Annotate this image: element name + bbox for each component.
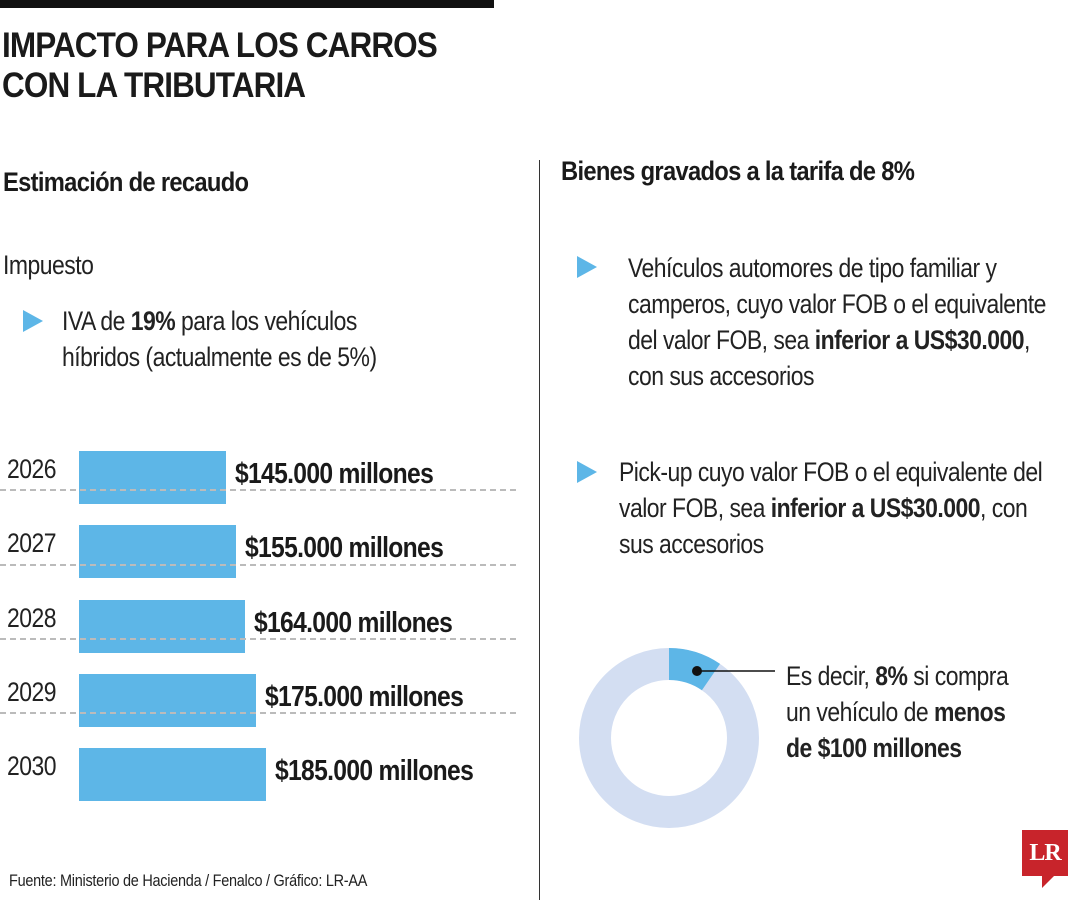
row-separator: [0, 637, 516, 640]
page-title: IMPACTO PARA LOS CARROS CON LA TRIBUTARI…: [2, 26, 506, 106]
row-separator: [0, 712, 516, 715]
title-line: IMPACTO PARA LOS CARROS: [2, 26, 438, 65]
donut-caption: Es decir, 8% si compra un vehículo de me…: [786, 661, 1009, 763]
value-label: $185.000 millones: [275, 755, 474, 788]
column-divider: [539, 160, 540, 900]
year-label: 2027: [7, 528, 57, 559]
row-separator: [0, 563, 516, 566]
value-label: $145.000 millones: [235, 458, 434, 490]
title-line: CON LA TRIBUTARIA: [2, 66, 306, 105]
donut-rest: [579, 648, 759, 828]
bullet-vehiculos: Vehículos automores de tipo familiar y c…: [628, 253, 1046, 391]
source-note: Fuente: Ministerio de Hacienda / Fenalco…: [9, 871, 368, 890]
bullet-triangle-icon: [23, 310, 43, 332]
value-label: $155.000 millones: [245, 532, 444, 565]
year-label: 2026: [7, 454, 57, 484]
bullet-pickup: Pick-up cuyo valor FOB o el equivalente …: [619, 457, 1043, 559]
year-label: 2029: [7, 676, 57, 707]
bar-2026: [79, 451, 226, 504]
year-label: 2028: [7, 602, 57, 633]
iva-bullet: IVA de 19% para los vehículos híbridos (…: [62, 306, 377, 372]
donut-chart: [579, 648, 775, 828]
tax-label: Impuesto: [3, 250, 94, 280]
value-label: $175.000 millones: [265, 680, 464, 713]
top-rule: [0, 0, 494, 8]
row-separator: [0, 489, 516, 492]
year-label: 2030: [7, 751, 57, 782]
bar-2027: [79, 525, 236, 579]
left-subtitle: Estimación de recaudo: [3, 167, 249, 197]
value-label: $164.000 millones: [254, 606, 453, 639]
bar-2030: [79, 748, 266, 802]
bullet-triangle-icon: [577, 461, 597, 483]
right-subtitle: Bienes gravados a la tarifa de 8%: [561, 156, 915, 186]
logo-tail: [1042, 876, 1054, 888]
bullet-triangle-icon: [577, 256, 597, 278]
lr-logo: LR: [1022, 830, 1068, 876]
bar-2029: [79, 673, 256, 727]
bar-2028: [79, 599, 245, 653]
